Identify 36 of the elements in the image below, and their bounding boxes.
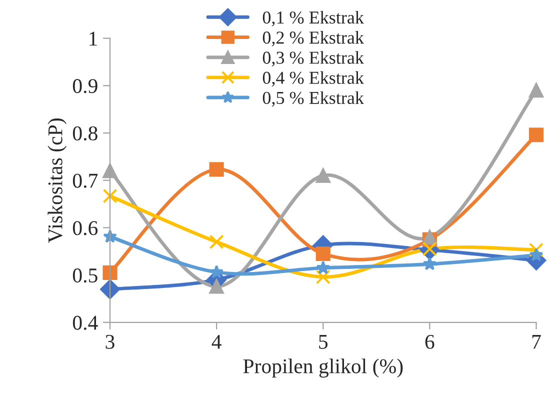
point xyxy=(316,260,330,274)
legend-label: 0,5 % Ekstrak xyxy=(262,91,364,107)
point xyxy=(529,248,544,262)
point xyxy=(528,242,544,258)
y-tick-label: 0.8 xyxy=(72,126,98,141)
x-tick-label: 4 xyxy=(212,334,222,349)
x-tick-label: 5 xyxy=(319,335,328,349)
point xyxy=(210,264,224,278)
point xyxy=(100,279,120,300)
point xyxy=(209,162,224,177)
y-tick-label: 0.4 xyxy=(72,316,98,330)
point xyxy=(209,279,224,294)
legend-label: 0,4 % Ekstrak xyxy=(262,71,364,87)
y-tick-label: 0.5 xyxy=(72,268,98,283)
point xyxy=(316,270,330,284)
x-tick-label: 3 xyxy=(106,334,114,349)
point xyxy=(422,256,437,270)
legend-label: 0,1 % Ekstrak xyxy=(262,10,364,26)
y-tick-label: 1 xyxy=(90,32,97,46)
x-tick-label: 7 xyxy=(532,335,541,349)
point xyxy=(102,265,118,280)
point xyxy=(422,242,437,256)
x-axis-title: Propilen glikol (%) xyxy=(243,358,403,378)
point xyxy=(316,246,330,262)
point xyxy=(528,83,544,98)
point xyxy=(102,188,118,204)
legend-label: 0,2 % Ekstrak xyxy=(262,31,364,46)
point xyxy=(528,128,544,142)
y-tick-label: 0.7 xyxy=(72,174,98,188)
x-tick-label: 6 xyxy=(425,334,434,349)
point xyxy=(209,234,224,250)
y-tick-label: 0.6 xyxy=(72,221,98,236)
y-tick-label: 0.9 xyxy=(72,79,98,94)
y-axis-title: Viskositas (cP) xyxy=(48,118,67,243)
legend-label: 0,3 % Ekstrak xyxy=(262,51,364,66)
point xyxy=(316,168,330,183)
